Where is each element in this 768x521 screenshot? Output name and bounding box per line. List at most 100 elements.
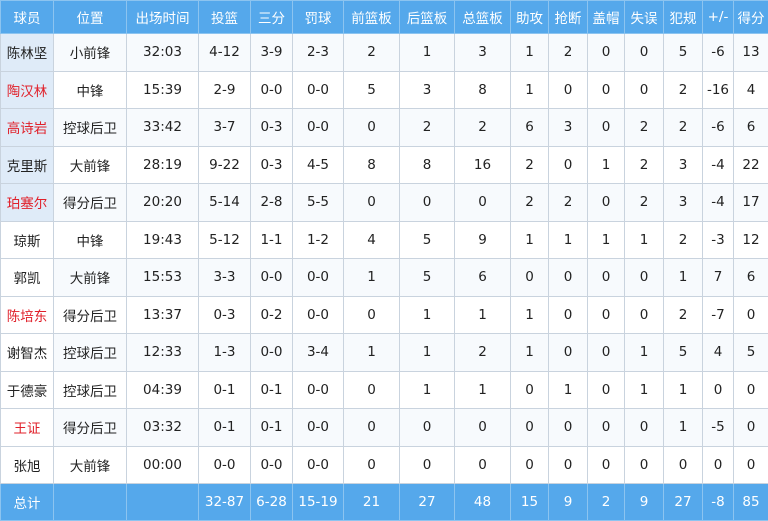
column-header[interactable]: 得分: [734, 1, 768, 34]
stat-cell: 0: [455, 409, 511, 447]
stat-cell: 1-2: [293, 221, 344, 259]
stat-cell: 0: [549, 146, 588, 184]
stat-cell: 2: [400, 109, 455, 147]
stat-cell: -6: [703, 109, 734, 147]
stat-cell: 5: [400, 259, 455, 297]
stat-cell: 33:42: [127, 109, 199, 147]
stat-cell: -16: [703, 71, 734, 109]
player-name[interactable]: 高诗岩: [1, 109, 54, 147]
column-header[interactable]: 盖帽: [588, 1, 625, 34]
column-header[interactable]: 失误: [625, 1, 664, 34]
stat-cell: 2: [664, 296, 703, 334]
stat-cell: 4-5: [293, 146, 344, 184]
stat-cell: 5-5: [293, 184, 344, 222]
stat-cell: 0: [625, 409, 664, 447]
player-name[interactable]: 陈林坚: [1, 34, 54, 72]
column-header[interactable]: 投篮: [199, 1, 251, 34]
stat-cell: 0-0: [293, 259, 344, 297]
stat-cell: 0: [511, 409, 549, 447]
column-header[interactable]: 助攻: [511, 1, 549, 34]
stat-cell: 0: [734, 409, 768, 447]
stat-cell: 得分后卫: [54, 184, 127, 222]
stat-cell: 0: [588, 184, 625, 222]
stat-cell: -7: [703, 296, 734, 334]
player-name[interactable]: 克里斯: [1, 146, 54, 184]
stat-cell: 4: [703, 334, 734, 372]
column-header[interactable]: 出场时间: [127, 1, 199, 34]
stat-cell: 5: [344, 71, 400, 109]
stat-cell: 6: [455, 259, 511, 297]
stat-cell: 0: [400, 409, 455, 447]
stat-cell: 0: [549, 334, 588, 372]
column-header[interactable]: 犯规: [664, 1, 703, 34]
stat-cell: 8: [455, 71, 511, 109]
column-header[interactable]: 球员: [1, 1, 54, 34]
player-name[interactable]: 琼斯: [1, 221, 54, 259]
stat-cell: 1: [625, 334, 664, 372]
stat-cell: 6: [734, 109, 768, 147]
player-name[interactable]: 张旭: [1, 446, 54, 484]
stat-cell: 0: [455, 446, 511, 484]
stat-cell: 5: [664, 334, 703, 372]
stat-cell: 1: [664, 409, 703, 447]
stat-cell: 0: [588, 71, 625, 109]
player-name[interactable]: 陈培东: [1, 296, 54, 334]
stat-cell: 6: [734, 259, 768, 297]
stat-cell: 2: [455, 109, 511, 147]
stat-cell: 9: [455, 221, 511, 259]
player-name[interactable]: 郭凯: [1, 259, 54, 297]
stat-cell: 0: [549, 446, 588, 484]
stat-cell: 1: [344, 259, 400, 297]
stat-cell: 19:43: [127, 221, 199, 259]
stat-cell: 0-0: [251, 446, 293, 484]
stat-cell: 2-9: [199, 71, 251, 109]
stat-cell: 1: [400, 34, 455, 72]
stat-cell: 0: [588, 334, 625, 372]
stat-cell: 0: [549, 259, 588, 297]
player-name[interactable]: 谢智杰: [1, 334, 54, 372]
stat-cell: 5: [734, 334, 768, 372]
stat-cell: 0: [625, 446, 664, 484]
stat-cell: 2: [511, 184, 549, 222]
stat-cell: 0-1: [199, 371, 251, 409]
column-header[interactable]: 三分: [251, 1, 293, 34]
stat-cell: -4: [703, 184, 734, 222]
stat-cell: 0: [344, 109, 400, 147]
stat-cell: 0: [625, 34, 664, 72]
column-header[interactable]: +/-: [703, 1, 734, 34]
column-header[interactable]: 总篮板: [455, 1, 511, 34]
column-header[interactable]: 抢断: [549, 1, 588, 34]
stat-cell: 2: [625, 184, 664, 222]
stat-cell: 2: [549, 184, 588, 222]
column-header[interactable]: 前篮板: [344, 1, 400, 34]
stat-cell: 1: [588, 146, 625, 184]
player-name[interactable]: 于德豪: [1, 371, 54, 409]
stat-cell: 0-0: [251, 334, 293, 372]
column-header[interactable]: 罚球: [293, 1, 344, 34]
stat-cell: 5-14: [199, 184, 251, 222]
player-name[interactable]: 王证: [1, 409, 54, 447]
stat-cell: 1: [664, 371, 703, 409]
stat-cell: 2: [664, 221, 703, 259]
stat-cell: 12:33: [127, 334, 199, 372]
stat-cell: 0-3: [251, 146, 293, 184]
player-name[interactable]: 陶汉林: [1, 71, 54, 109]
column-header[interactable]: 后篮板: [400, 1, 455, 34]
player-name[interactable]: 珀塞尔: [1, 184, 54, 222]
stat-cell: 0: [703, 371, 734, 409]
stat-cell: 5: [400, 221, 455, 259]
stat-cell: 0-0: [251, 71, 293, 109]
stat-cell: 0-1: [199, 409, 251, 447]
stat-cell: 0-3: [199, 296, 251, 334]
stat-cell: 00:00: [127, 446, 199, 484]
stat-cell: 3: [400, 71, 455, 109]
column-header[interactable]: 位置: [54, 1, 127, 34]
stat-cell: 1: [549, 221, 588, 259]
stat-cell: 9-22: [199, 146, 251, 184]
stat-cell: 大前锋: [54, 259, 127, 297]
stat-cell: 0-3: [251, 109, 293, 147]
